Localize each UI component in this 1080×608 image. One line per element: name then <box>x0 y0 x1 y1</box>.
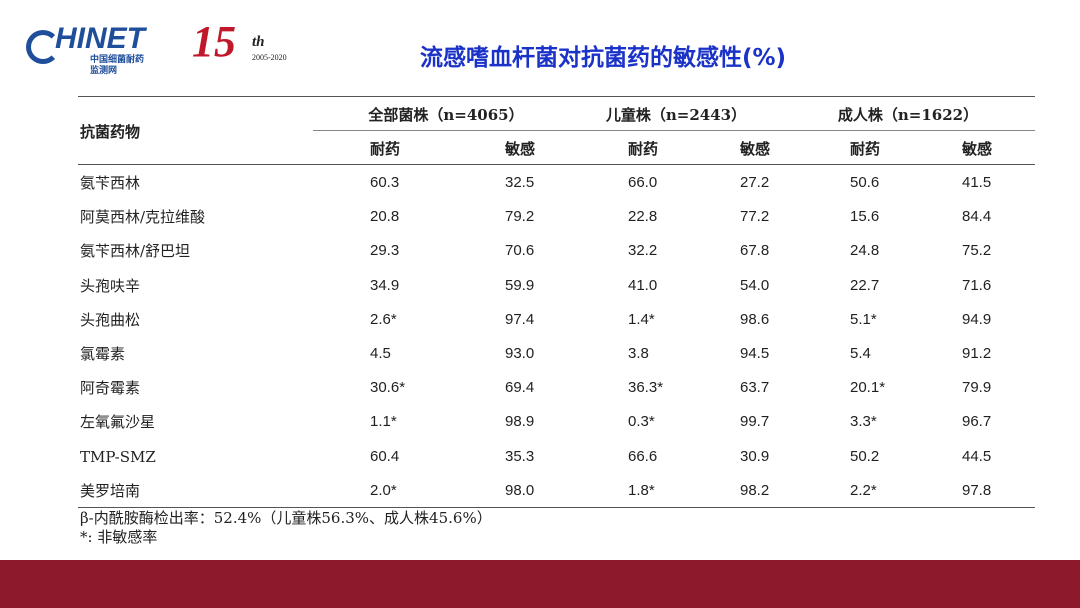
title: 流感嗜血杆菌对抗菌药的敏感性(%) <box>420 45 787 71</box>
cell-value: 22.7 <box>850 276 880 294</box>
cell-value: 94.9 <box>962 310 992 328</box>
cell-value: 96.7 <box>962 413 992 431</box>
cell-value: 98.2 <box>740 481 770 499</box>
drug-name: 氨苄西林/舒巴坦 <box>80 242 191 261</box>
sub-header: 耐药 <box>370 140 401 158</box>
cell-value: 50.2 <box>850 447 880 465</box>
cell-value: 30.9 <box>740 447 770 465</box>
cell-value: 41.5 <box>962 174 992 191</box>
cell-value: 4.5 <box>370 345 391 362</box>
cell-value: 70.6 <box>505 242 535 260</box>
cell-value: 97.4 <box>505 310 535 328</box>
cell-value: 36.3* <box>628 379 664 397</box>
cell-value: 54.0 <box>740 276 770 294</box>
footer-band <box>0 560 1080 608</box>
cell-value: 24.8 <box>850 242 880 260</box>
drug-name: 阿莫西林/克拉维酸 <box>80 208 206 227</box>
anniversary-sup: th <box>252 34 265 50</box>
cell-value: 59.9 <box>505 276 535 294</box>
footnote: β-内酰胺酶检出率：52.4%（儿童株56.3%、成人株45.6%） <box>80 509 492 527</box>
cell-value: 60.4 <box>370 447 400 465</box>
drug-name: 头孢曲松 <box>80 310 141 329</box>
cell-value: 32.2 <box>628 242 658 260</box>
cell-value: 20.1* <box>850 379 886 397</box>
cell-value: 29.3 <box>370 242 400 260</box>
cell-value: 1.1* <box>370 413 397 431</box>
cell-value: 35.3 <box>505 447 535 465</box>
cell-value: 98.9 <box>505 413 535 431</box>
cell-value: 98.0 <box>505 481 535 499</box>
sub-header: 敏感 <box>962 140 993 158</box>
cell-value: 94.5 <box>740 345 770 362</box>
logo-icon <box>26 30 60 64</box>
cell-value: 66.6 <box>628 447 658 465</box>
drug-name: TMP-SMZ <box>80 447 156 466</box>
cell-value: 67.8 <box>740 242 770 260</box>
cell-value: 3.3* <box>850 413 877 431</box>
logo-sub2: 监测网 <box>90 66 118 76</box>
cell-value: 66.0 <box>628 174 658 191</box>
cell-value: 0.3* <box>628 413 655 431</box>
drug-name: 氯霉素 <box>80 345 126 363</box>
cell-value: 30.6* <box>370 379 406 397</box>
years: 2005-2020 <box>252 53 287 62</box>
drug-name: 美罗培南 <box>80 481 141 500</box>
cell-value: 44.5 <box>962 447 992 465</box>
cell-value: 97.8 <box>962 481 992 499</box>
sub-header: 敏感 <box>740 140 771 158</box>
cell-value: 50.6 <box>850 174 880 191</box>
cell-value: 93.0 <box>505 345 535 362</box>
logo-text: HINET <box>55 22 145 55</box>
cell-value: 41.0 <box>628 276 658 294</box>
rule <box>78 164 1035 165</box>
sub-header: 耐药 <box>628 140 659 158</box>
drug-name: 头孢呋辛 <box>80 276 141 295</box>
cell-value: 98.6 <box>740 310 770 328</box>
cell-value: 84.4 <box>962 208 992 226</box>
drug-name: 氨苄西林 <box>80 174 141 192</box>
cell-value: 71.6 <box>962 276 992 294</box>
rule <box>313 130 1035 131</box>
cell-value: 60.3 <box>370 174 400 191</box>
cell-value: 27.2 <box>740 174 770 191</box>
group-header: 成人株（n=1622） <box>837 106 979 124</box>
cell-value: 5.1* <box>850 310 877 328</box>
cell-value: 75.2 <box>962 242 992 260</box>
cell-value: 79.2 <box>505 208 535 226</box>
cell-value: 69.4 <box>505 379 535 397</box>
footnote: *: 非敏感率 <box>80 528 158 546</box>
cell-value: 20.8 <box>370 208 400 226</box>
cell-value: 2.2* <box>850 481 877 499</box>
cell-value: 34.9 <box>370 276 400 294</box>
cell-value: 63.7 <box>740 379 770 397</box>
cell-value: 15.6 <box>850 208 880 226</box>
cell-value: 99.7 <box>740 413 770 431</box>
cell-value: 32.5 <box>505 174 535 191</box>
rule <box>78 507 1035 508</box>
cell-value: 22.8 <box>628 208 658 226</box>
cell-value: 2.6* <box>370 310 397 328</box>
cell-value: 91.2 <box>962 345 992 362</box>
sub-header: 耐药 <box>850 140 881 158</box>
anniversary: 15 <box>192 17 236 66</box>
cell-value: 2.0* <box>370 481 397 499</box>
group-header: 儿童株（n=2443） <box>605 106 747 124</box>
cell-value: 1.8* <box>628 481 655 499</box>
cell-value: 5.4 <box>850 345 871 362</box>
group-header: 全部菌株（n=4065） <box>368 106 524 124</box>
cell-value: 1.4* <box>628 310 655 328</box>
cell-value: 77.2 <box>740 208 770 226</box>
logo-sub: 中国细菌耐药 <box>90 55 145 65</box>
rule <box>78 96 1035 97</box>
drug-name: 左氧氟沙星 <box>80 413 156 432</box>
cell-value: 79.9 <box>962 379 992 397</box>
drug-name: 阿奇霉素 <box>80 379 141 398</box>
cell-value: 3.8 <box>628 345 649 362</box>
corner-header: 抗菌药物 <box>80 123 141 141</box>
sub-header: 敏感 <box>505 140 536 158</box>
